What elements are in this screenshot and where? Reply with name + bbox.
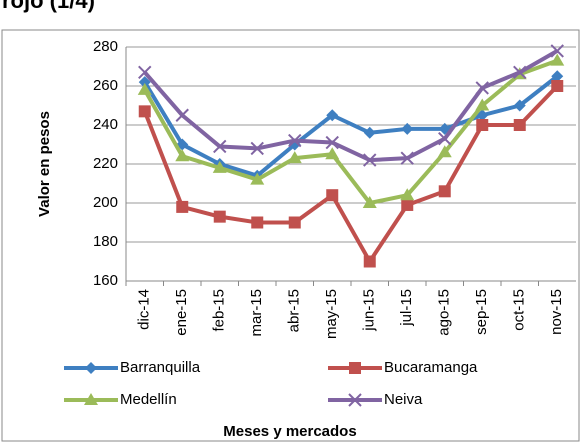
data-point	[138, 105, 151, 118]
y-tick-label: 180	[93, 233, 118, 250]
x-tick-label: ene-15	[173, 289, 190, 336]
data-point	[438, 185, 451, 198]
data-point	[363, 126, 376, 139]
chart-title: rojo (1/4)	[2, 0, 95, 13]
data-point	[326, 109, 339, 122]
data-point	[251, 216, 264, 229]
data-point	[325, 135, 339, 150]
data-point	[513, 65, 527, 80]
data-point	[363, 153, 377, 167]
data-point	[363, 255, 376, 268]
data-point	[550, 44, 564, 58]
data-point	[362, 196, 377, 208]
data-point	[212, 160, 227, 173]
x-tick-label: jun-15	[361, 289, 378, 332]
legend-marker	[84, 393, 98, 405]
x-tick-label: abr-15	[286, 289, 303, 332]
data-point	[550, 53, 565, 66]
data-point	[176, 200, 189, 213]
series-line	[143, 74, 559, 178]
x-tick-label: jul-15	[398, 289, 415, 327]
x-tick-label: feb-15	[211, 289, 228, 332]
x-tick-label: mar-15	[248, 289, 265, 337]
data-point	[250, 141, 264, 156]
data-point	[175, 108, 189, 122]
data-point	[400, 151, 414, 165]
data-point	[213, 139, 227, 154]
data-point	[513, 99, 526, 112]
y-tick-label: 260	[93, 77, 118, 94]
legend-marker	[349, 362, 361, 374]
x-tick-label: sep-15	[473, 289, 490, 335]
x-tick-label: oct-15	[511, 289, 528, 331]
data-point	[288, 216, 301, 229]
y-tick-label: 220	[93, 155, 118, 172]
x-tick-label: nov-15	[548, 289, 565, 335]
series-line	[143, 58, 558, 205]
data-point	[325, 147, 340, 160]
data-point	[513, 119, 526, 131]
x-tick-label: may-15	[323, 289, 340, 339]
data-point	[438, 131, 452, 146]
data-point	[476, 119, 489, 131]
y-tick-label: 160	[93, 272, 118, 289]
data-point	[138, 76, 151, 89]
data-point	[551, 80, 564, 92]
data-point	[475, 98, 490, 111]
legend-label: Barranquilla	[120, 359, 201, 376]
data-point	[475, 81, 489, 95]
data-point	[401, 122, 414, 135]
y-tick-label: 200	[93, 194, 118, 211]
x-axis-title: Meses y mercados	[223, 423, 356, 440]
y-axis-title: Valor en pesos	[36, 111, 53, 217]
data-point	[551, 70, 564, 83]
x-tick-label: dic-14	[136, 289, 153, 330]
data-point	[400, 188, 415, 201]
data-point	[138, 65, 152, 80]
data-point	[287, 151, 302, 164]
series-line	[142, 84, 559, 264]
data-point	[213, 210, 226, 223]
data-point	[326, 189, 339, 202]
legend-label: Bucaramanga	[384, 359, 478, 376]
data-point	[250, 172, 265, 185]
data-point	[175, 149, 190, 162]
legend-marker	[85, 362, 97, 374]
legend-label: Neiva	[384, 391, 423, 408]
legend-marker	[348, 393, 362, 407]
y-tick-label: 280	[93, 38, 118, 55]
y-tick-label: 240	[93, 116, 118, 133]
x-tick-label: ago-15	[436, 289, 453, 336]
data-point	[288, 133, 302, 148]
data-point	[137, 82, 152, 95]
chart-frame	[1, 29, 580, 442]
data-point	[401, 198, 414, 211]
series-line	[143, 49, 559, 163]
data-point	[437, 145, 452, 158]
legend-label: Medellín	[120, 391, 177, 408]
